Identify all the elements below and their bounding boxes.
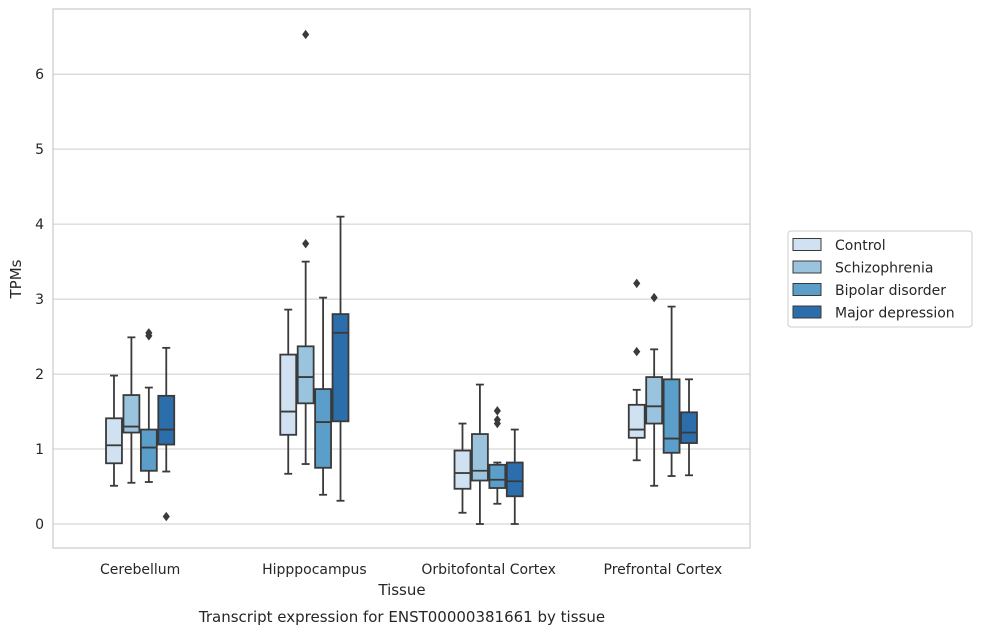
iqr-box	[662, 378, 681, 454]
iqr-box	[157, 394, 176, 446]
iqr-box	[488, 463, 507, 489]
legend-frame	[787, 230, 973, 328]
iqr-box	[453, 449, 472, 490]
legend-item: Bipolar disorder	[792, 283, 946, 299]
iqr-box	[314, 388, 332, 469]
box-control	[453, 422, 472, 514]
y-tick-labels: 0 1 2 3 4 5 6	[35, 67, 44, 533]
iqr-box	[139, 428, 158, 472]
iqr-box	[279, 353, 298, 436]
x-tick-label: Cerebellum	[100, 562, 180, 578]
box-bipolar-disorder	[139, 328, 158, 483]
y-tick-label: 1	[35, 442, 44, 458]
box-control	[105, 374, 123, 487]
y-tick-label: 6	[35, 67, 44, 83]
outlier-point	[493, 415, 501, 425]
legend-swatch	[792, 305, 822, 319]
box-schizophrenia	[122, 336, 141, 484]
box-major-depression	[680, 378, 698, 477]
y-tick-label: 3	[35, 292, 44, 308]
box-schizophrenia	[471, 383, 489, 525]
box-plot-marks	[105, 29, 698, 525]
legend-label: Schizophrenia	[835, 261, 933, 277]
outlier-point	[493, 406, 501, 416]
legend-swatch	[792, 283, 822, 296]
iqr-box	[505, 461, 524, 498]
iqr-box	[122, 394, 141, 434]
legend: Control Schizophrenia Bipolar disorder Majo…	[787, 230, 973, 328]
legend-label: Major depression	[835, 306, 955, 322]
y-tick-label: 5	[35, 142, 44, 158]
grid-lines	[53, 73, 750, 525]
outlier-point	[633, 278, 641, 289]
x-tick-label: Orbitofontal Cortex	[421, 562, 556, 578]
iqr-box	[331, 313, 350, 423]
legend-label: Bipolar disorder	[835, 283, 946, 299]
legend-item: Major depression	[792, 305, 955, 322]
outlier-point	[145, 328, 153, 338]
iqr-box	[680, 411, 698, 444]
box-major-depression	[331, 215, 350, 502]
outlier-point	[650, 292, 658, 303]
x-tick-label: Prefrontal Cortex	[604, 562, 723, 578]
legend-label: Control	[835, 238, 886, 254]
box-bipolar-disorder	[314, 296, 332, 496]
legend-item: Schizophrenia	[792, 260, 933, 277]
box-schizophrenia	[296, 29, 315, 465]
x-axis-label: Tissue	[377, 581, 425, 599]
plot-area-frame	[52, 8, 751, 549]
iqr-box	[645, 376, 664, 425]
y-axis-label: TPMs	[7, 259, 25, 299]
outlier-point	[302, 238, 310, 249]
x-tick-labels: Cerebellum Hipppocampus Orbitofontal Corte…	[100, 562, 722, 578]
x-tick-label: Hipppocampus	[262, 562, 367, 578]
y-tick-label: 4	[35, 217, 44, 233]
box-major-depression	[505, 428, 524, 525]
box-bipolar-disorder	[662, 305, 681, 477]
y-tick-label: 2	[35, 367, 44, 383]
outlier-point	[302, 29, 310, 40]
legend-swatch	[792, 260, 822, 274]
box-control	[627, 278, 646, 462]
legend-swatch	[792, 238, 822, 251]
box-schizophrenia	[645, 292, 664, 487]
legend-item: Control	[792, 238, 886, 254]
outlier-point	[633, 346, 641, 357]
chart-caption: Transcript expression for ENST0000038166…	[198, 608, 605, 626]
iqr-box	[296, 345, 315, 405]
iqr-box	[627, 403, 646, 439]
box-bipolar-disorder	[488, 406, 507, 505]
iqr-box	[105, 417, 123, 465]
box-major-depression	[157, 346, 176, 522]
box-control	[279, 308, 298, 475]
outlier-point	[162, 511, 170, 522]
iqr-box	[471, 433, 489, 482]
y-tick-label: 0	[35, 517, 44, 533]
